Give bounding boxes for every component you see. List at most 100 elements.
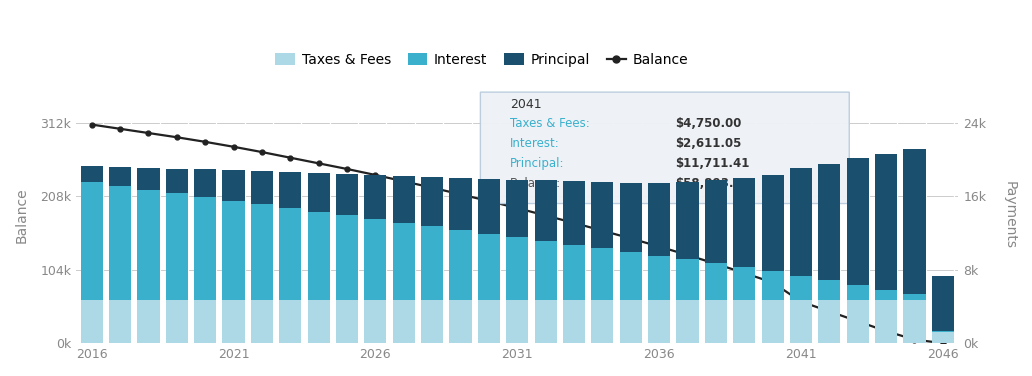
Bar (932, 331, 954, 332)
Bar (194, 197, 217, 300)
Bar (80, 300, 103, 343)
Bar (648, 256, 670, 300)
Bar (280, 300, 301, 343)
Bar (421, 226, 443, 300)
Text: Principal:: Principal: (510, 157, 565, 170)
Bar (619, 252, 642, 300)
Bar (932, 276, 954, 331)
Bar (591, 182, 613, 248)
Bar (535, 300, 556, 343)
Text: $2,611.05: $2,611.05 (675, 137, 741, 150)
Bar (166, 300, 188, 343)
Y-axis label: Payments: Payments (1003, 181, 1017, 249)
Text: 2041: 2041 (510, 98, 542, 111)
Bar (789, 300, 812, 343)
Bar (591, 248, 613, 300)
Bar (676, 300, 699, 343)
Bar (308, 173, 330, 212)
Bar (137, 168, 160, 190)
Bar (251, 204, 273, 300)
Bar (903, 300, 926, 343)
Bar (421, 177, 443, 226)
Bar (251, 300, 273, 343)
Bar (818, 280, 840, 300)
Bar (166, 168, 188, 193)
Bar (421, 300, 443, 343)
Bar (563, 245, 585, 300)
Bar (308, 300, 330, 343)
Bar (733, 267, 755, 300)
Bar (336, 215, 358, 300)
Bar (109, 300, 131, 343)
Text: $58,893.85: $58,893.85 (675, 177, 750, 190)
Bar (478, 233, 499, 300)
Text: Balance:: Balance: (510, 177, 561, 190)
Bar (535, 180, 556, 241)
Bar (450, 178, 472, 230)
Bar (280, 172, 301, 208)
Text: $4,750.00: $4,750.00 (675, 117, 741, 130)
Bar (875, 300, 897, 343)
Bar (535, 241, 556, 300)
Bar (705, 263, 727, 300)
FancyBboxPatch shape (481, 92, 849, 203)
Bar (137, 300, 160, 343)
Bar (619, 183, 642, 252)
Legend: Taxes & Fees, Interest, Principal, Balance: Taxes & Fees, Interest, Principal, Balan… (269, 47, 695, 72)
Bar (364, 300, 387, 343)
Bar (733, 300, 755, 343)
Bar (223, 300, 245, 343)
Bar (705, 180, 727, 263)
Bar (619, 300, 642, 343)
Bar (478, 300, 499, 343)
Bar (109, 167, 131, 186)
Bar (875, 154, 897, 290)
Bar (846, 300, 869, 343)
Bar (223, 201, 245, 300)
Bar (789, 276, 812, 300)
Bar (223, 170, 245, 201)
Bar (280, 208, 301, 300)
Bar (903, 294, 926, 300)
Bar (762, 271, 783, 300)
Bar (818, 300, 840, 343)
Bar (789, 168, 812, 276)
Bar (818, 164, 840, 280)
Bar (705, 300, 727, 343)
Bar (194, 300, 217, 343)
Bar (393, 223, 415, 300)
Bar (875, 290, 897, 300)
Bar (364, 219, 387, 300)
Bar (762, 175, 783, 271)
Bar (478, 179, 499, 233)
Bar (393, 300, 415, 343)
Bar (563, 181, 585, 245)
Text: $11,711.41: $11,711.41 (675, 157, 749, 170)
Bar (336, 174, 358, 215)
Text: Interest:: Interest: (510, 137, 560, 150)
Bar (80, 166, 103, 182)
Bar (932, 332, 954, 343)
Bar (336, 300, 358, 343)
Bar (648, 183, 670, 256)
Bar (591, 300, 613, 343)
Bar (450, 300, 472, 343)
Bar (507, 237, 528, 300)
Bar (846, 158, 869, 285)
Bar (676, 259, 699, 300)
Bar (166, 193, 188, 300)
Bar (648, 300, 670, 343)
Bar (109, 186, 131, 300)
Bar (308, 212, 330, 300)
Bar (251, 171, 273, 204)
Bar (393, 176, 415, 223)
Bar (450, 230, 472, 300)
Y-axis label: Balance: Balance (15, 187, 29, 243)
Bar (762, 300, 783, 343)
Bar (676, 182, 699, 259)
Bar (80, 182, 103, 300)
Bar (733, 178, 755, 267)
Bar (903, 149, 926, 294)
Bar (507, 179, 528, 237)
Bar (364, 175, 387, 219)
